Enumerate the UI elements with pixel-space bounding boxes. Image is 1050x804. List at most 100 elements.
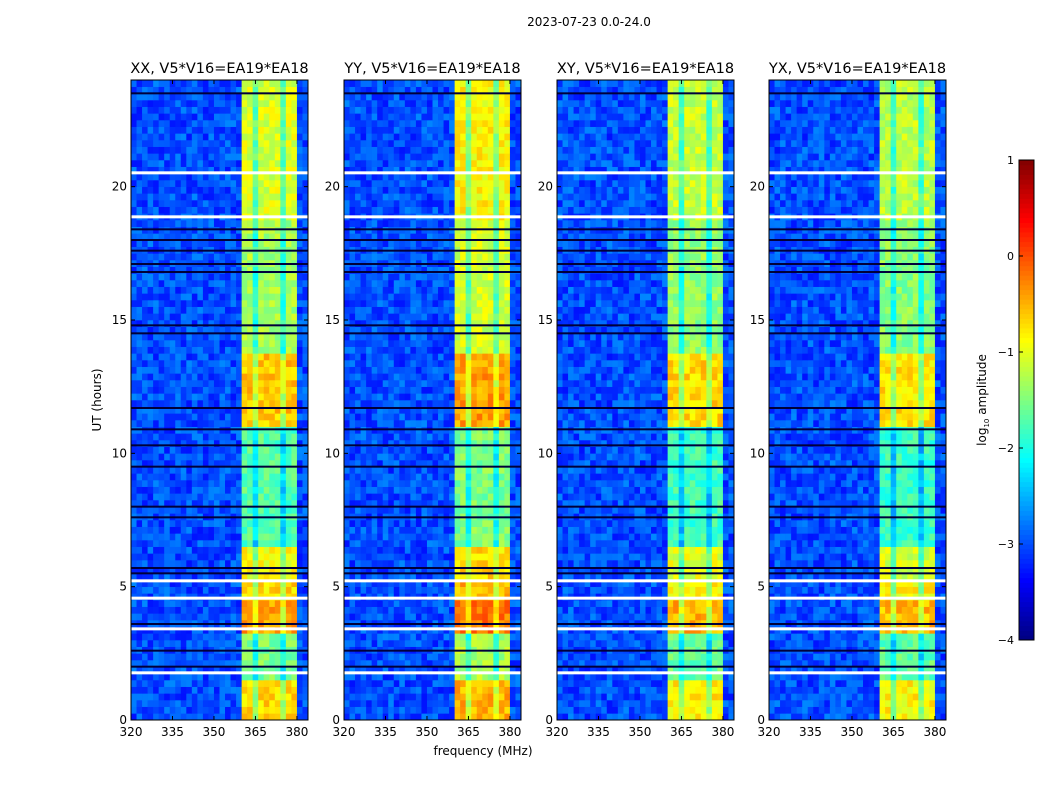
heatmap-cell bbox=[427, 633, 433, 640]
heatmap-cell bbox=[197, 120, 203, 127]
heatmap-cell bbox=[220, 293, 226, 300]
heatmap-cell bbox=[214, 240, 220, 247]
heatmap-cell bbox=[427, 687, 433, 694]
heatmap-cell bbox=[258, 133, 264, 140]
heatmap-cell bbox=[164, 447, 170, 454]
heatmap-cell bbox=[444, 400, 450, 407]
heatmap-cell bbox=[220, 433, 226, 440]
heatmap-cell bbox=[203, 413, 209, 420]
heatmap-cell bbox=[504, 433, 510, 440]
heatmap-cell bbox=[203, 147, 209, 154]
heatmap-cell bbox=[236, 420, 242, 427]
heatmap-cell bbox=[164, 520, 170, 527]
heatmap-cell bbox=[275, 420, 281, 427]
heatmap-cell bbox=[269, 400, 275, 407]
heatmap-cell bbox=[444, 447, 450, 454]
heatmap-cell bbox=[504, 713, 510, 720]
heatmap-cell bbox=[214, 493, 220, 500]
heatmap-cell bbox=[142, 633, 148, 640]
heatmap-cell bbox=[208, 200, 214, 207]
heatmap-cell bbox=[372, 333, 378, 340]
heatmap-cell bbox=[394, 373, 400, 380]
heatmap-cell bbox=[493, 540, 499, 547]
heatmap-cell bbox=[236, 347, 242, 354]
heatmap-cell bbox=[361, 333, 367, 340]
heatmap-cell bbox=[164, 387, 170, 394]
heatmap-cell bbox=[286, 147, 292, 154]
heatmap-cell bbox=[258, 113, 264, 120]
heatmap-cell bbox=[416, 367, 422, 374]
heatmap-cell bbox=[275, 193, 281, 200]
heatmap-cell bbox=[225, 633, 231, 640]
heatmap-cell bbox=[280, 253, 286, 260]
heatmap-cell bbox=[291, 540, 297, 547]
heatmap-cell bbox=[388, 587, 394, 594]
heatmap-cell bbox=[444, 367, 450, 374]
heatmap-cell bbox=[258, 467, 264, 474]
heatmap-cell bbox=[455, 707, 461, 714]
heatmap-cell bbox=[197, 633, 203, 640]
heatmap-cell bbox=[253, 120, 259, 127]
heatmap-cell bbox=[466, 333, 472, 340]
heatmap-cell bbox=[208, 473, 214, 480]
heatmap-cell bbox=[253, 413, 259, 420]
y-tick-label: 10 bbox=[112, 446, 127, 460]
heatmap-cell bbox=[153, 120, 159, 127]
heatmap-cell bbox=[291, 547, 297, 554]
heatmap-cell bbox=[297, 220, 303, 227]
heatmap-cell bbox=[410, 347, 416, 354]
heatmap-cell bbox=[383, 373, 389, 380]
heatmap-cell bbox=[197, 487, 203, 494]
heatmap-cell bbox=[444, 347, 450, 354]
heatmap-cell bbox=[421, 680, 427, 687]
heatmap-cell bbox=[197, 160, 203, 167]
heatmap-cell bbox=[275, 280, 281, 287]
heatmap-cell bbox=[192, 633, 198, 640]
heatmap-cell bbox=[291, 573, 297, 580]
heatmap-cell bbox=[220, 673, 226, 680]
heatmap-cell bbox=[410, 480, 416, 487]
heatmap-cell bbox=[208, 293, 214, 300]
heatmap-cell bbox=[181, 133, 187, 140]
heatmap-cell bbox=[236, 200, 242, 207]
heatmap-cell bbox=[197, 673, 203, 680]
heatmap-cell bbox=[488, 380, 494, 387]
heatmap-cell bbox=[499, 347, 505, 354]
heatmap-cell bbox=[460, 473, 466, 480]
heatmap-cell bbox=[225, 700, 231, 707]
heatmap-cell bbox=[280, 147, 286, 154]
heatmap-cell bbox=[208, 493, 214, 500]
heatmap-cell bbox=[214, 353, 220, 360]
heatmap-cell bbox=[247, 473, 253, 480]
heatmap-cell bbox=[355, 573, 361, 580]
heatmap-cell bbox=[170, 300, 176, 307]
heatmap-cell bbox=[264, 640, 270, 647]
heatmap-cell bbox=[197, 280, 203, 287]
heatmap-cell bbox=[186, 453, 192, 460]
heatmap-cell bbox=[405, 413, 411, 420]
heatmap-cell bbox=[297, 700, 303, 707]
heatmap-cell bbox=[280, 127, 286, 134]
heatmap-cell bbox=[416, 713, 422, 720]
heatmap-cell bbox=[410, 707, 416, 714]
heatmap-cell bbox=[383, 573, 389, 580]
heatmap-cell bbox=[269, 107, 275, 114]
heatmap-cell bbox=[175, 107, 181, 114]
heatmap-cell bbox=[466, 707, 472, 714]
heatmap-cell bbox=[258, 220, 264, 227]
heatmap-cell bbox=[175, 373, 181, 380]
heatmap-cell bbox=[214, 147, 220, 154]
heatmap-cell bbox=[269, 480, 275, 487]
heatmap-cell bbox=[264, 527, 270, 534]
heatmap-cell bbox=[192, 367, 198, 374]
heatmap-cell bbox=[421, 353, 427, 360]
heatmap-cell bbox=[460, 487, 466, 494]
heatmap-cell bbox=[388, 687, 394, 694]
heatmap-cell bbox=[344, 653, 350, 660]
heatmap-cell bbox=[471, 613, 477, 620]
heatmap-cell bbox=[444, 480, 450, 487]
heatmap-cell bbox=[131, 560, 137, 567]
dark-row bbox=[131, 567, 308, 569]
heatmap-cell bbox=[253, 133, 259, 140]
heatmap-cell bbox=[399, 673, 405, 680]
